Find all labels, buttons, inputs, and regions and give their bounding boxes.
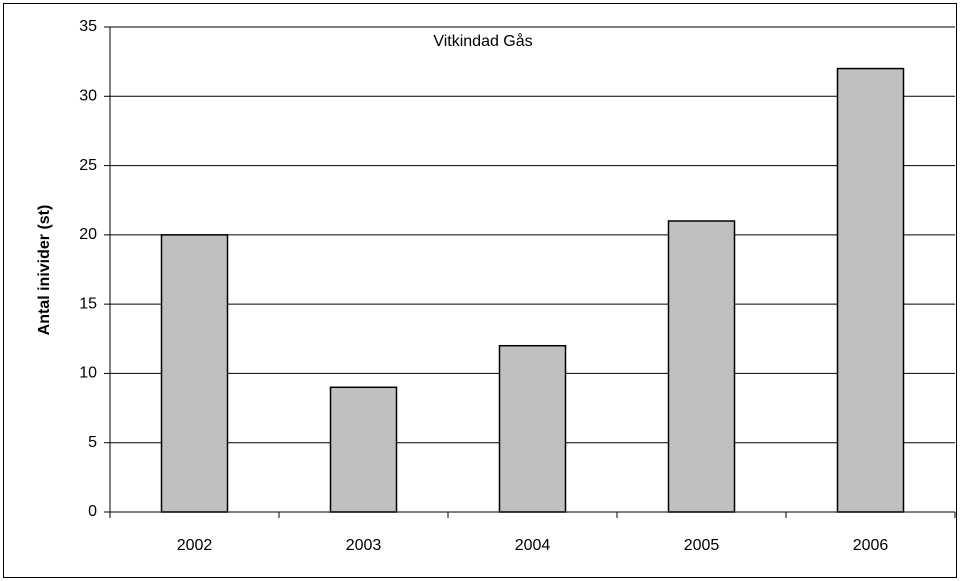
y-tick-label: 5 <box>88 434 97 451</box>
y-tick-label: 25 <box>79 157 97 174</box>
x-tick-label: 2004 <box>515 537 551 554</box>
bar <box>329 386 398 513</box>
bar <box>498 344 567 513</box>
x-tick-label: 2003 <box>346 537 382 554</box>
bar <box>160 234 229 513</box>
y-tick-label: 20 <box>79 226 97 243</box>
bar <box>667 220 736 513</box>
y-tick-label: 15 <box>79 295 97 312</box>
y-tick-label: 0 <box>88 503 97 520</box>
chart-title: Vitkindad Gås <box>433 32 532 50</box>
y-axis-label: Antal inivider (st) <box>36 205 53 336</box>
x-tick-label: 2005 <box>684 537 720 554</box>
x-tick-label: 2002 <box>177 537 213 554</box>
x-tick-label: 2006 <box>853 537 889 554</box>
chart-border <box>3 3 957 578</box>
bar <box>836 67 905 513</box>
y-tick-label: 10 <box>79 365 97 382</box>
y-tick-label: 35 <box>79 18 97 35</box>
y-tick-label: 30 <box>79 88 97 105</box>
